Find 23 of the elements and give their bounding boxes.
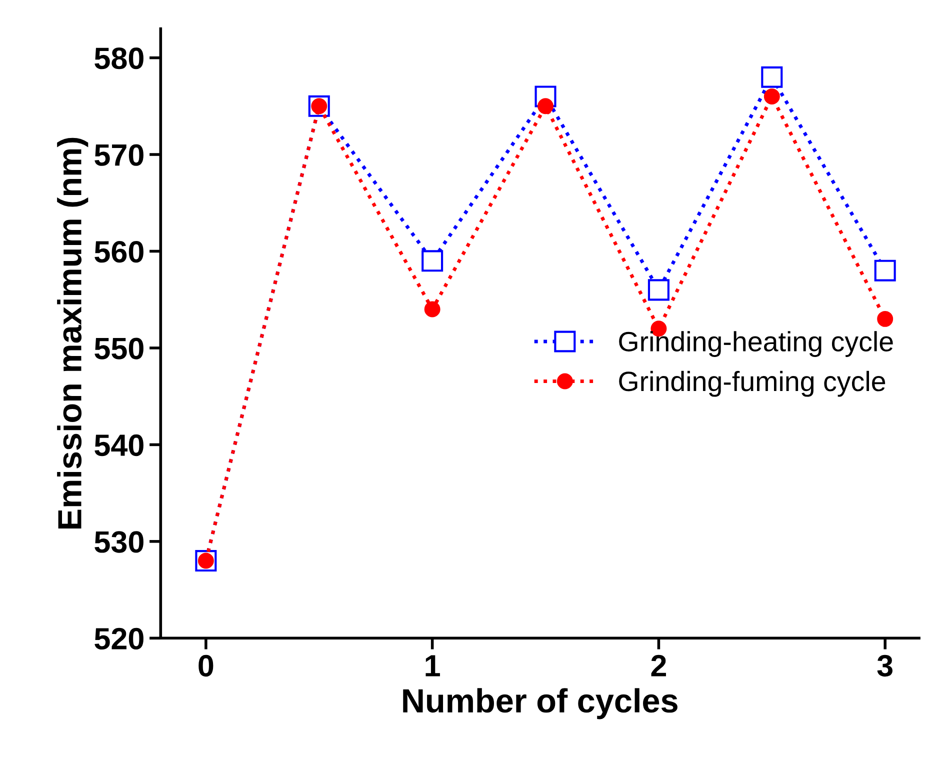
x-tick-label: 2 xyxy=(651,654,666,676)
point xyxy=(538,98,554,114)
point xyxy=(874,260,896,282)
y-tick-label: 560 xyxy=(94,240,144,263)
y-tick-label: 550 xyxy=(94,338,144,360)
point xyxy=(424,301,440,318)
legend-label: Grinding-heating cycle xyxy=(619,331,893,357)
x-tick-label: 1 xyxy=(426,655,440,676)
point xyxy=(764,88,780,104)
x-axis-title: Number of cycles xyxy=(403,688,678,720)
point xyxy=(877,310,894,327)
x-tick-label: 3 xyxy=(877,654,892,677)
x-tick-label: 0 xyxy=(198,654,214,677)
point xyxy=(648,279,670,301)
y-tick-label: 520 xyxy=(94,628,144,650)
point xyxy=(422,250,444,272)
y-tick-label: 570 xyxy=(94,144,144,166)
y-tick-label: 580 xyxy=(94,48,144,70)
point xyxy=(761,66,783,88)
y-tick-label: 530 xyxy=(94,531,144,553)
y-axis-title: Emission maximum (nm) xyxy=(57,138,88,528)
legend-label: Grinding-fuming cycle xyxy=(619,370,886,397)
y-tick-label: 540 xyxy=(94,434,144,456)
